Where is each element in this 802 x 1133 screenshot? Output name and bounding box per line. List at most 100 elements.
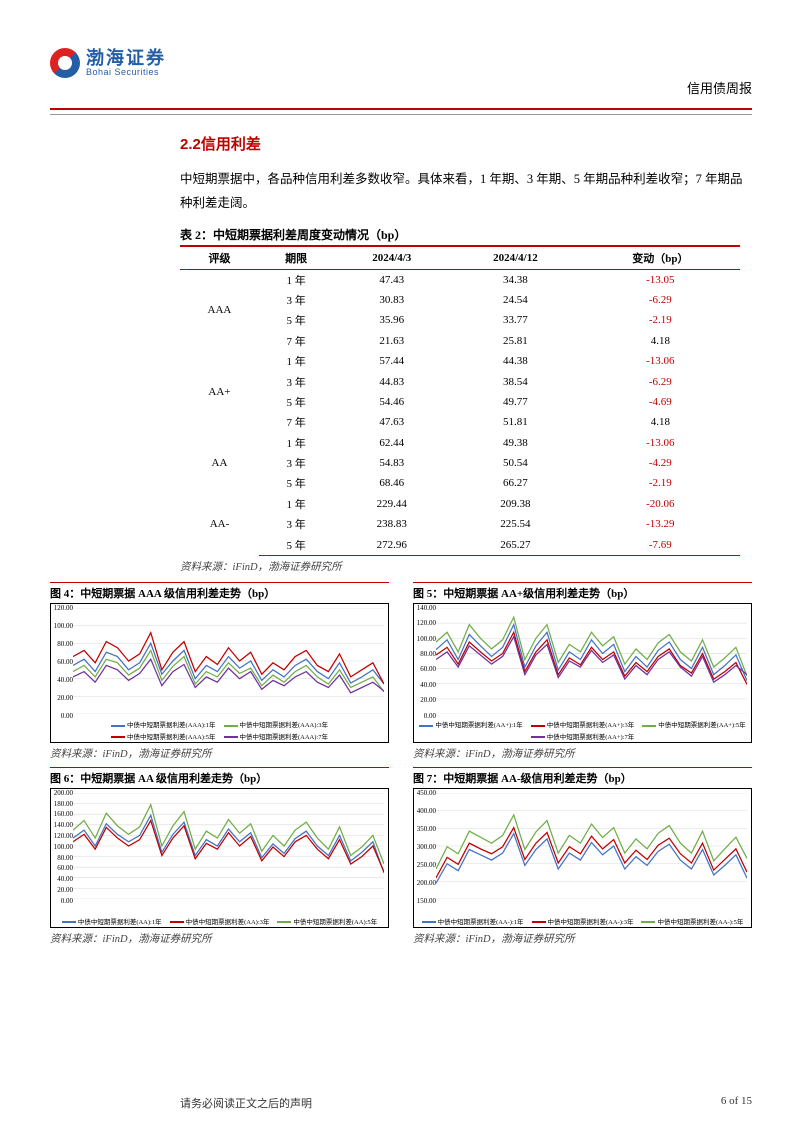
value-cell: 25.81 xyxy=(450,331,580,351)
change-cell: -13.06 xyxy=(581,351,740,371)
value-cell: 272.96 xyxy=(333,534,450,555)
chart-box: 0.0020.0040.0060.0080.00100.00120.00140.… xyxy=(413,603,752,743)
term-cell: 1 年 xyxy=(259,269,333,290)
table-row: 7 年21.6325.814.18 xyxy=(180,331,740,351)
change-cell: -2.19 xyxy=(581,310,740,330)
y-tick-label: 200.00 xyxy=(417,879,436,887)
legend-item: 中债中短期票据利差(AAA):3年 xyxy=(224,722,328,729)
value-cell: 44.38 xyxy=(450,351,580,371)
y-tick-label: 200.00 xyxy=(54,789,73,797)
table-row: 3 年30.8324.54-6.29 xyxy=(180,290,740,310)
y-tick-label: 0.00 xyxy=(424,712,436,720)
legend-label: 中债中短期票据利差(AA+):5年 xyxy=(658,722,745,729)
legend-swatch xyxy=(111,736,125,738)
section-number: 2.2 xyxy=(180,136,201,153)
term-cell: 5 年 xyxy=(259,534,333,555)
value-cell: 265.27 xyxy=(450,534,580,555)
chart-box: 0.0020.0040.0060.0080.00100.00120.00中债中短… xyxy=(50,603,389,743)
rating-cell: AA xyxy=(180,433,259,494)
change-cell: -4.29 xyxy=(581,453,740,473)
chart-title: 图 6：中短期票据 AA 级信用利差走势（bp） xyxy=(50,767,389,786)
table-title: 表 2：中短期票据利差周度变动情况（bp） xyxy=(180,226,752,243)
term-cell: 1 年 xyxy=(259,351,333,371)
y-tick-label: 60.00 xyxy=(420,665,436,673)
y-tick-label: 140.00 xyxy=(54,821,73,829)
legend-label: 中债中短期票据利差(AAA):3年 xyxy=(240,722,328,729)
logo-icon xyxy=(50,48,80,78)
table-row: 3 年238.83225.54-13.29 xyxy=(180,514,740,534)
header-rule-red xyxy=(50,108,752,110)
chart-legend: 中债中短期票据利差(AA+):1年中债中短期票据利差(AA+):3年中债中短期票… xyxy=(418,722,747,740)
legend-swatch xyxy=(224,736,238,738)
y-tick-label: 250.00 xyxy=(417,861,436,869)
change-cell: 4.18 xyxy=(581,331,740,351)
chart-box: 0.0020.0040.0060.0080.00100.00120.00140.… xyxy=(50,788,389,928)
legend-swatch xyxy=(422,921,436,923)
table-row: 5 年54.4649.77-4.69 xyxy=(180,392,740,412)
value-cell: 209.38 xyxy=(450,494,580,514)
chart-source: 资料来源：iFinD，渤海证券研究所 xyxy=(50,746,389,761)
value-cell: 38.54 xyxy=(450,371,580,391)
col-rating: 评级 xyxy=(180,246,259,270)
table-row: AA1 年62.4449.38-13.06 xyxy=(180,433,740,453)
value-cell: 57.44 xyxy=(333,351,450,371)
y-tick-label: 120.00 xyxy=(54,832,73,840)
legend-item: 中债中短期票据利差(AAA):5年 xyxy=(111,734,215,741)
table-row: 3 年44.8338.54-6.29 xyxy=(180,371,740,391)
table-row: 5 年68.4666.27-2.19 xyxy=(180,473,740,493)
change-cell: -6.29 xyxy=(581,290,740,310)
term-cell: 7 年 xyxy=(259,331,333,351)
y-tick-label: 100.00 xyxy=(54,622,73,630)
y-tick-label: 40.00 xyxy=(420,681,436,689)
legend-item: 中债中短期票据利差(AA):1年 xyxy=(62,919,162,926)
y-tick-label: 40.00 xyxy=(57,676,73,684)
header-rule-thin xyxy=(50,114,752,115)
rating-cell: AA- xyxy=(180,494,259,556)
value-cell: 50.54 xyxy=(450,453,580,473)
section-title: 2.2信用利差 xyxy=(180,133,752,154)
table-row: AA-1 年229.44209.38-20.06 xyxy=(180,494,740,514)
legend-item: 中债中短期票据利差(AA+):1年 xyxy=(419,722,522,729)
table-row: 5 年35.9633.77-2.19 xyxy=(180,310,740,330)
y-tick-label: 350.00 xyxy=(417,825,436,833)
chart-box: 150.00200.00250.00300.00350.00400.00450.… xyxy=(413,788,752,928)
rating-cell: AA+ xyxy=(180,351,259,433)
legend-label: 中债中短期票据利差(AA+):7年 xyxy=(547,734,634,741)
chart-title: 图 4：中短期票据 AAA 级信用利差走势（bp） xyxy=(50,582,389,601)
change-cell: -7.69 xyxy=(581,534,740,555)
y-tick-label: 0.00 xyxy=(61,897,73,905)
chart-title: 图 5：中短期票据 AA+级信用利差走势（bp） xyxy=(413,582,752,601)
legend-swatch xyxy=(62,921,76,923)
chart-legend: 中债中短期票据利差(AAA):1年中债中短期票据利差(AAA):3年中债中短期票… xyxy=(55,722,384,740)
y-tick-label: 400.00 xyxy=(417,807,436,815)
legend-label: 中债中短期票据利差(AAA):5年 xyxy=(127,734,215,741)
value-cell: 30.83 xyxy=(333,290,450,310)
legend-item: 中债中短期票据利差(AA+):3年 xyxy=(531,722,634,729)
value-cell: 229.44 xyxy=(333,494,450,514)
value-cell: 62.44 xyxy=(333,433,450,453)
legend-label: 中债中短期票据利差(AA):1年 xyxy=(78,919,162,926)
value-cell: 54.46 xyxy=(333,392,450,412)
value-cell: 49.77 xyxy=(450,392,580,412)
legend-swatch xyxy=(531,725,545,727)
change-cell: -6.29 xyxy=(581,371,740,391)
table-header-row: 评级 期限 2024/4/3 2024/4/12 变动（bp） xyxy=(180,246,740,270)
change-cell: 4.18 xyxy=(581,412,740,432)
term-cell: 3 年 xyxy=(259,290,333,310)
col-term: 期限 xyxy=(259,246,333,270)
y-tick-label: 80.00 xyxy=(57,854,73,862)
legend-swatch xyxy=(641,921,655,923)
y-tick-label: 80.00 xyxy=(420,650,436,658)
logo-cn: 渤海证券 xyxy=(86,49,166,68)
value-cell: 44.83 xyxy=(333,371,450,391)
value-cell: 34.38 xyxy=(450,269,580,290)
spread-table: 评级 期限 2024/4/3 2024/4/12 变动（bp） AAA1 年47… xyxy=(180,245,740,556)
page-footer: 请务必阅读正文之后的声明 6 of 15 xyxy=(0,1095,802,1111)
term-cell: 5 年 xyxy=(259,392,333,412)
legend-label: 中债中短期票据利差(AA):5年 xyxy=(293,919,377,926)
value-cell: 51.81 xyxy=(450,412,580,432)
legend-swatch xyxy=(531,736,545,738)
legend-swatch xyxy=(170,921,184,923)
footer-disclaimer: 请务必阅读正文之后的声明 xyxy=(180,1095,312,1111)
chart-source: 资料来源：iFinD，渤海证券研究所 xyxy=(50,931,389,946)
